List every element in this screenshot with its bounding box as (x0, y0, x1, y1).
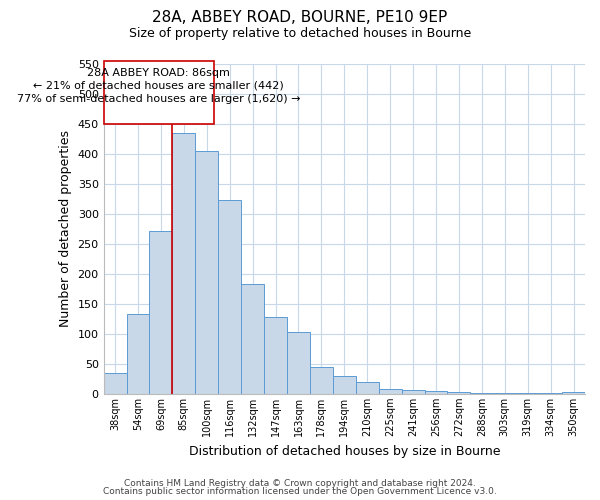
Bar (196, 151, 218, 394)
Bar (104, 373, 127, 394)
Bar (448, 392, 470, 394)
Bar (425, 392, 448, 394)
Text: 28A ABBEY ROAD: 86sqm: 28A ABBEY ROAD: 86sqm (87, 68, 230, 78)
Bar (241, 284, 264, 394)
Y-axis label: Number of detached properties: Number of detached properties (59, 130, 72, 328)
Text: 77% of semi-detached houses are larger (1,620) →: 77% of semi-detached houses are larger (… (17, 94, 301, 104)
Bar (356, 382, 379, 394)
Bar (218, 200, 241, 394)
Text: Size of property relative to detached houses in Bourne: Size of property relative to detached ho… (129, 28, 471, 40)
Bar (127, 314, 149, 394)
Text: ← 21% of detached houses are smaller (442): ← 21% of detached houses are smaller (44… (33, 81, 284, 91)
Bar (287, 332, 310, 394)
Text: Contains HM Land Registry data © Crown copyright and database right 2024.: Contains HM Land Registry data © Crown c… (124, 478, 476, 488)
Bar (310, 367, 333, 394)
Bar (264, 317, 287, 394)
Bar (562, 392, 585, 394)
Bar (149, 230, 172, 394)
Text: 28A, ABBEY ROAD, BOURNE, PE10 9EP: 28A, ABBEY ROAD, BOURNE, PE10 9EP (152, 10, 448, 25)
Bar (333, 376, 356, 394)
Bar (401, 390, 425, 394)
Bar (470, 392, 493, 394)
Bar (172, 133, 196, 394)
Text: Contains public sector information licensed under the Open Government Licence v3: Contains public sector information licen… (103, 487, 497, 496)
Bar (104, 61, 214, 124)
X-axis label: Distribution of detached houses by size in Bourne: Distribution of detached houses by size … (188, 444, 500, 458)
Bar (379, 389, 401, 394)
